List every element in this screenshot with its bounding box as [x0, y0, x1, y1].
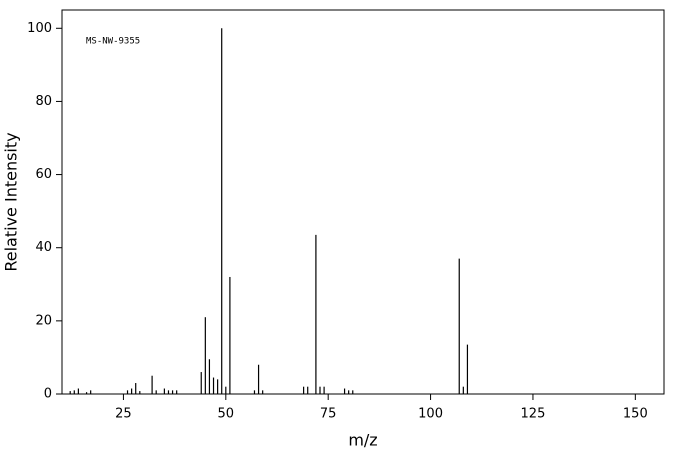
y-tick-label: 40: [35, 240, 52, 255]
x-tick-label: 150: [623, 407, 648, 422]
y-tick-label: 20: [35, 313, 52, 328]
y-tick-label: 80: [35, 94, 52, 109]
x-tick-label: 100: [418, 407, 443, 422]
y-tick-label: 0: [44, 387, 52, 402]
plot-frame: [61, 9, 665, 395]
x-tick-label: 75: [320, 407, 337, 422]
x-axis-label: m/z: [348, 431, 377, 450]
x-tick-label: 50: [218, 407, 235, 422]
y-axis-label: Relative Intensity: [2, 132, 21, 271]
x-tick-label: 125: [521, 407, 546, 422]
annotation: MS-NW-9355: [86, 37, 140, 47]
y-tick-label: 60: [35, 167, 52, 182]
x-tick-label: 25: [115, 407, 132, 422]
y-tick-label: 100: [27, 21, 52, 36]
